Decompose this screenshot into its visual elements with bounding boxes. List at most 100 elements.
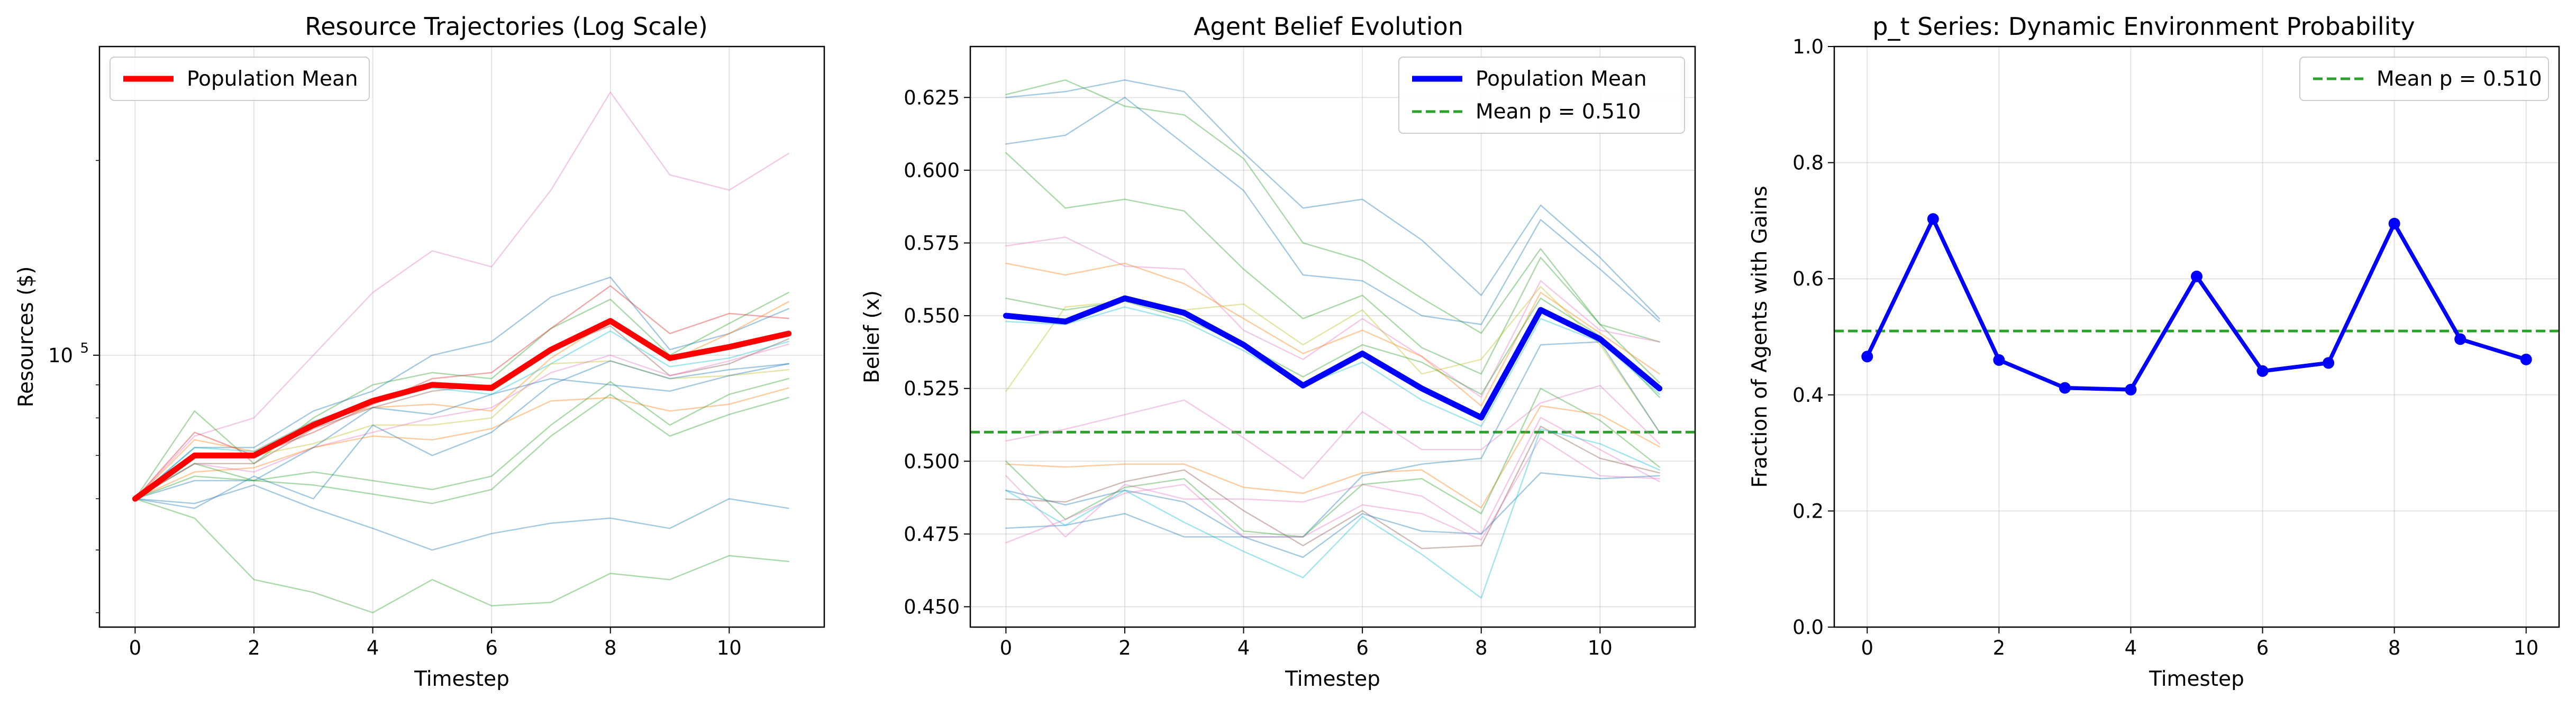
agent-trajectory-line <box>134 360 789 509</box>
p-t-point <box>2388 217 2400 229</box>
agent-trajectory-line <box>134 393 789 504</box>
x-tick-label: 10 <box>1588 637 1613 659</box>
agent-trajectory-line <box>134 378 789 500</box>
agent-trajectory-line <box>1005 341 1660 538</box>
y-axis-label: Resources ($) <box>14 266 38 408</box>
belief-evolution-panel: Agent Belief Evolution 0 2 4 6 8 10 0.450 0.475… <box>860 12 1696 691</box>
legend-label: Population Mean <box>1476 67 1647 91</box>
agent-trajectory-line <box>134 498 789 613</box>
plot-area <box>970 47 1695 627</box>
p-t-point <box>1861 351 1873 363</box>
agent-trajectory-line <box>1005 79 1660 319</box>
axes-frame <box>1833 45 2560 628</box>
legend: Mean p = 0.510 <box>2299 57 2549 101</box>
series-layer <box>1003 79 1663 599</box>
legend-box <box>2299 57 2549 101</box>
ticks: 0 2 4 6 8 10 0.450 0.475 0.500 0.525 0.550 0.575 0.6… <box>904 86 1613 659</box>
plot-area <box>1834 47 2559 627</box>
chart-title: Agent Belief Evolution <box>1194 12 1463 41</box>
agent-trajectory-line <box>1005 97 1660 325</box>
y-tick-label: 0.625 <box>904 86 960 109</box>
y-tick-label: 0.550 <box>904 305 960 327</box>
x-tick-label: 10 <box>2514 637 2538 659</box>
y-tick-label: 10 <box>48 344 73 367</box>
series-layer <box>132 91 792 613</box>
x-tick-label: 4 <box>1237 637 1250 659</box>
x-tick-label: 8 <box>2388 637 2401 659</box>
agent-trajectory-line <box>1005 437 1660 544</box>
x-tick-label: 4 <box>2125 637 2137 659</box>
ticks: 0 2 4 6 8 10 10 5 <box>48 160 742 659</box>
agent-trajectory-line <box>134 484 789 551</box>
resource-trajectories-panel: Resource Trajectories (Log Scale) 0 2 4 6 8 1… <box>14 12 825 691</box>
agent-trajectory-line <box>1005 472 1660 558</box>
x-tick-label: 2 <box>248 637 260 659</box>
legend-label: Mean p = 0.510 <box>2377 67 2542 91</box>
agent-trajectory-line <box>1005 428 1660 599</box>
p-t-point <box>2059 382 2071 394</box>
agent-trajectory-line <box>1005 417 1660 538</box>
x-tick-label: 10 <box>717 637 742 659</box>
y-tick-label: 1.0 <box>1792 35 1824 58</box>
y-tick-label: 0.2 <box>1792 500 1824 522</box>
legend-label: Population Mean <box>187 67 358 91</box>
p-t-point <box>2191 270 2202 282</box>
p-t-point <box>1993 354 2005 366</box>
x-tick-label: 2 <box>1118 637 1131 659</box>
x-tick-label: 0 <box>1861 637 1873 659</box>
y-tick-label: 0.6 <box>1792 268 1824 290</box>
p-t-point <box>2323 357 2335 369</box>
legend: Population Mean <box>110 57 370 101</box>
agent-trajectory-line <box>1005 152 1660 383</box>
plot-area <box>99 47 824 627</box>
x-tick-label: 4 <box>367 637 379 659</box>
x-tick-label: 0 <box>129 637 142 659</box>
x-tick-label: 8 <box>604 637 617 659</box>
x-axis-label: Timestep <box>1285 667 1380 691</box>
chart-title: Resource Trajectories (Log Scale) <box>305 12 708 41</box>
x-tick-label: 6 <box>1356 637 1369 659</box>
agent-trajectory-line <box>1005 388 1660 538</box>
x-tick-label: 2 <box>1993 637 2006 659</box>
y-tick-label: 0.525 <box>904 378 960 400</box>
agent-trajectory-line <box>134 91 789 500</box>
p-t-point <box>2256 365 2269 377</box>
p-t-point <box>2125 383 2137 396</box>
x-axis-label: Timestep <box>2149 667 2244 691</box>
y-tick-label: 0.450 <box>904 595 960 618</box>
x-axis-label: Timestep <box>414 667 509 691</box>
x-tick-label: 8 <box>1475 637 1488 659</box>
x-tick-label: 0 <box>1000 637 1013 659</box>
agent-trajectory-line <box>1005 306 1660 427</box>
x-tick-label: 6 <box>485 637 498 659</box>
p-t-point <box>1927 213 1939 225</box>
agent-trajectory-line <box>1005 425 1660 549</box>
agent-trajectory-line <box>134 387 789 500</box>
agent-trajectory-line <box>1005 236 1660 398</box>
x-tick-label: 6 <box>2256 637 2269 659</box>
p-t-series-panel: p_t Series: Dynamic Environment Probabil… <box>1748 12 2560 691</box>
agent-trajectory-line <box>1005 384 1660 480</box>
legend-box <box>110 57 370 101</box>
y-tick-label: 0.4 <box>1792 384 1824 407</box>
population-mean-line <box>132 318 792 502</box>
p-t-point <box>2520 353 2532 365</box>
y-tick-exponent: 5 <box>80 341 89 356</box>
agent-trajectory-line <box>1005 262 1660 407</box>
chart-title: p_t Series: Dynamic Environment Probabil… <box>1872 12 2415 41</box>
agent-trajectory-line <box>134 330 789 500</box>
y-tick-label: 0.600 <box>904 159 960 182</box>
y-axis-label: Fraction of Agents with Gains <box>1748 186 1772 488</box>
y-axis-label: Belief (x) <box>860 290 884 383</box>
axes-frame <box>98 45 825 628</box>
agent-trajectory-line <box>134 343 789 500</box>
agent-trajectory-line <box>134 285 789 500</box>
agent-trajectory-line <box>134 363 789 500</box>
legend-box <box>1398 57 1685 134</box>
p-t-point <box>2454 333 2466 345</box>
agent-trajectory-line <box>134 277 789 500</box>
agent-trajectory-line <box>1005 405 1660 509</box>
ticks: 0 2 4 6 8 10 0.0 0.2 0.4 0.6 0.8 1.0 <box>1792 35 2538 659</box>
series-layer <box>1861 213 2532 396</box>
